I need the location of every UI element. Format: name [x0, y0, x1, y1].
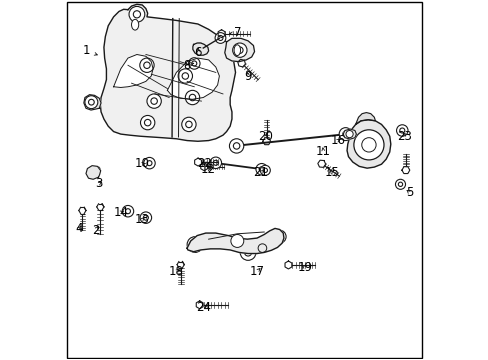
Ellipse shape [131, 19, 139, 30]
Polygon shape [187, 228, 284, 253]
Text: 22: 22 [197, 157, 212, 170]
Circle shape [129, 6, 144, 22]
Text: 7: 7 [229, 27, 241, 40]
Circle shape [210, 157, 221, 168]
Circle shape [143, 62, 150, 68]
Circle shape [263, 168, 267, 172]
Circle shape [276, 234, 282, 239]
Circle shape [215, 33, 225, 43]
Polygon shape [355, 113, 375, 125]
Polygon shape [343, 129, 356, 139]
Polygon shape [100, 4, 235, 141]
Circle shape [255, 163, 267, 175]
Circle shape [395, 179, 405, 189]
Circle shape [233, 143, 239, 149]
Text: 19: 19 [297, 261, 312, 274]
Circle shape [191, 61, 196, 66]
Circle shape [240, 244, 255, 260]
Circle shape [144, 120, 151, 126]
Circle shape [194, 43, 205, 54]
Polygon shape [224, 39, 254, 62]
Text: 18: 18 [168, 265, 183, 278]
Text: 8: 8 [183, 59, 193, 72]
Ellipse shape [234, 45, 240, 55]
Circle shape [273, 230, 285, 243]
Circle shape [361, 138, 375, 152]
Circle shape [260, 165, 270, 175]
Circle shape [236, 47, 243, 53]
Circle shape [151, 98, 157, 104]
Circle shape [230, 234, 244, 247]
Text: 15: 15 [324, 166, 339, 179]
Circle shape [353, 130, 383, 160]
Text: 16: 16 [329, 134, 345, 147]
Text: 23: 23 [396, 130, 411, 144]
Text: 17: 17 [249, 265, 264, 278]
Polygon shape [192, 43, 208, 55]
Text: 11: 11 [315, 145, 330, 158]
Circle shape [143, 215, 148, 220]
Circle shape [213, 160, 218, 165]
Circle shape [143, 157, 155, 169]
Text: 4: 4 [75, 222, 82, 235]
Circle shape [182, 73, 188, 79]
Text: 24: 24 [195, 301, 210, 314]
Polygon shape [86, 166, 101, 179]
Circle shape [188, 58, 200, 69]
Circle shape [178, 69, 192, 83]
Circle shape [244, 249, 251, 256]
Circle shape [88, 99, 94, 105]
Circle shape [140, 212, 151, 224]
Circle shape [185, 90, 199, 105]
Polygon shape [167, 58, 219, 99]
Text: 13: 13 [135, 213, 149, 226]
Text: 1: 1 [83, 44, 97, 57]
Circle shape [140, 58, 154, 72]
Polygon shape [113, 54, 153, 87]
Circle shape [346, 131, 352, 138]
Circle shape [147, 161, 152, 166]
Circle shape [185, 121, 192, 128]
Circle shape [396, 125, 407, 136]
Text: 2: 2 [92, 224, 99, 237]
Circle shape [339, 128, 351, 140]
Circle shape [218, 36, 223, 41]
Circle shape [229, 139, 244, 153]
Text: 3: 3 [95, 177, 103, 190]
Text: 9: 9 [244, 69, 251, 82]
Circle shape [122, 206, 133, 217]
Circle shape [147, 94, 161, 108]
Circle shape [182, 117, 196, 132]
Circle shape [232, 43, 246, 57]
Circle shape [191, 241, 198, 248]
Circle shape [342, 131, 348, 137]
Text: 12: 12 [201, 163, 216, 176]
Circle shape [399, 128, 404, 133]
Polygon shape [83, 95, 101, 110]
Text: 20: 20 [258, 130, 273, 144]
Text: 21: 21 [253, 166, 267, 179]
Circle shape [140, 116, 155, 130]
Circle shape [189, 94, 195, 101]
Circle shape [197, 46, 202, 51]
Circle shape [398, 182, 402, 186]
Polygon shape [346, 120, 390, 168]
Text: 5: 5 [405, 186, 412, 199]
Circle shape [125, 209, 130, 214]
Circle shape [187, 237, 203, 252]
Text: 14: 14 [113, 206, 128, 219]
Circle shape [259, 167, 264, 172]
Text: 10: 10 [135, 157, 149, 170]
Circle shape [85, 96, 98, 109]
Text: 6: 6 [194, 46, 201, 59]
Circle shape [133, 11, 140, 18]
